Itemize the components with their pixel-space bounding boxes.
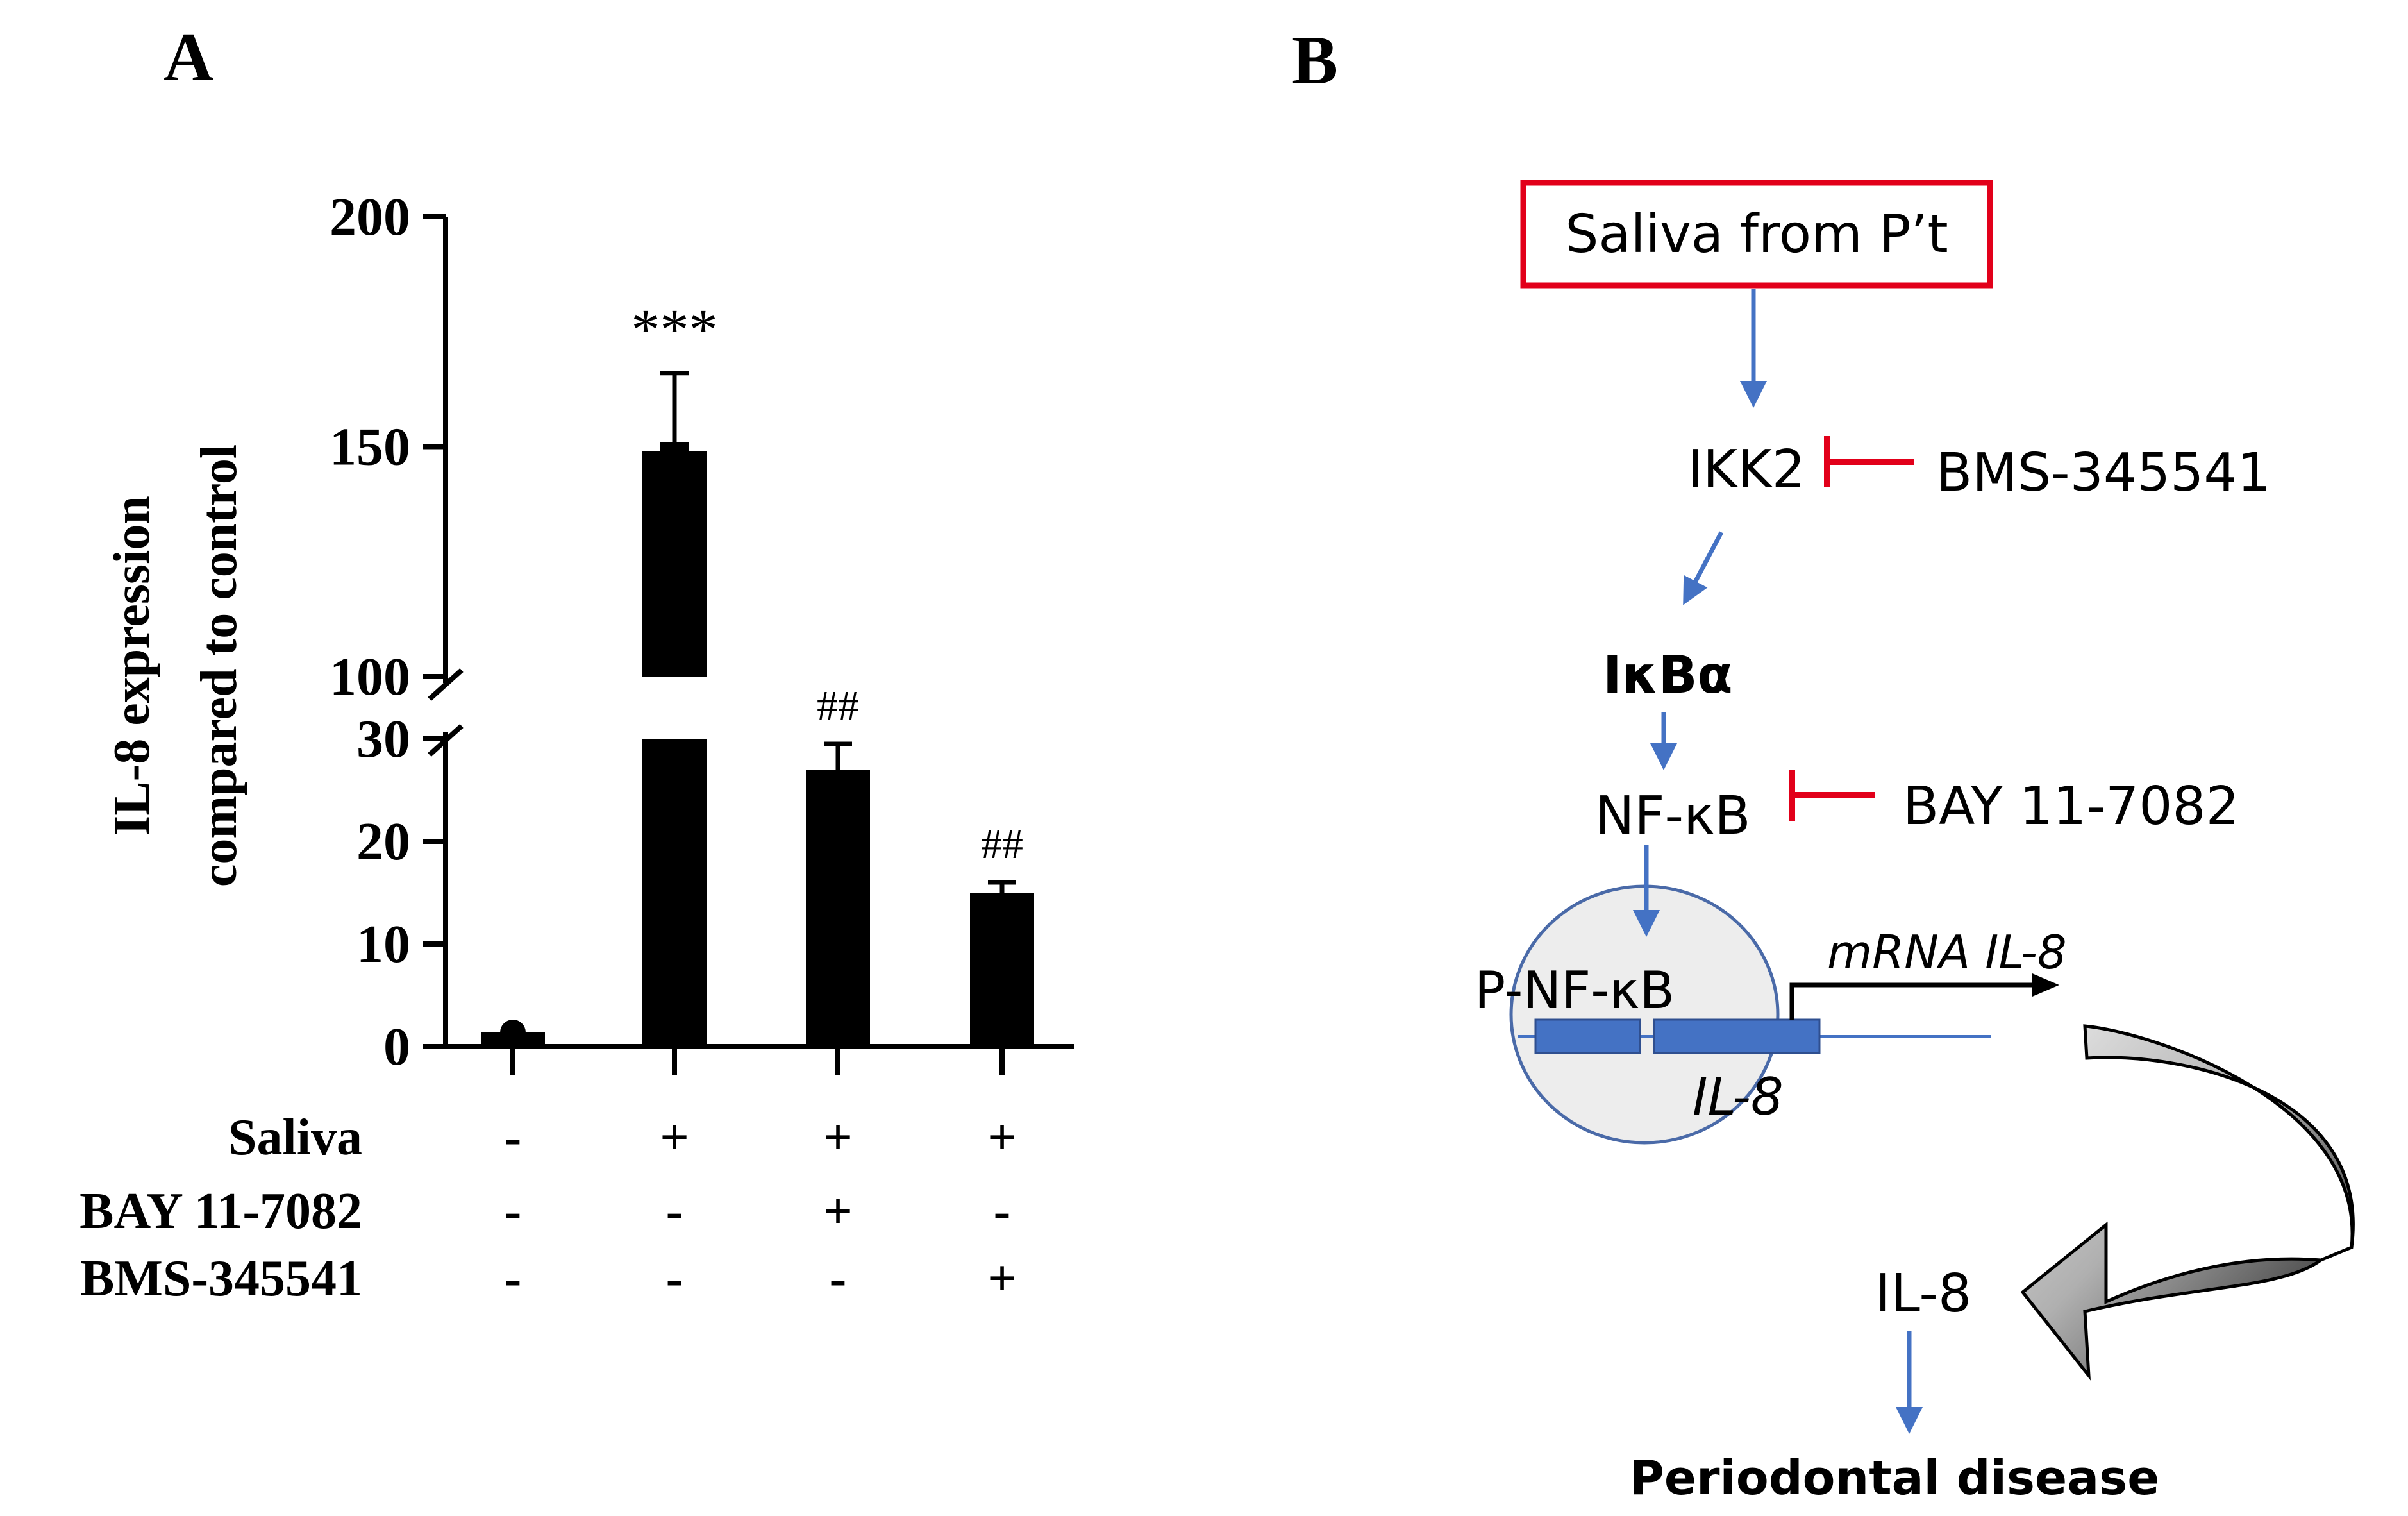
mrna-label: mRNA IL-8 <box>1827 925 2067 979</box>
treatment-sign-0-2: + <box>823 1109 853 1166</box>
significance-label-1: *** <box>631 298 718 362</box>
error-cap-lower-1 <box>660 442 689 453</box>
y-axis-title: IL-8 expression compared to control <box>104 444 247 887</box>
treatment-label-2: BMS-345541 <box>80 1251 362 1307</box>
ikk2-label: IKK2 <box>1687 439 1805 500</box>
treatment-sign-1-2: + <box>823 1183 853 1240</box>
y-tick-label-150: 150 <box>330 417 410 477</box>
treatment-label-1: BAY 11-7082 <box>79 1183 362 1240</box>
bar-0-point <box>500 1020 526 1045</box>
y-tick-label-100: 100 <box>330 647 410 707</box>
y-tick-label-200: 200 <box>330 187 410 247</box>
panel-a-label: A <box>163 19 213 96</box>
bar-1-lower <box>642 739 707 1047</box>
secretion-curved-arrow <box>2020 1024 2355 1381</box>
bms-inhibitor-label: BMS-345541 <box>1936 442 2271 503</box>
saliva-source-box <box>1520 180 1993 289</box>
gene-block-promoter <box>1534 1018 1641 1054</box>
transcription-arrow-head <box>2032 973 2059 997</box>
pnfkb-label: P-NF-κB <box>1475 961 1675 1020</box>
treatment-label-0: Saliva <box>228 1109 362 1166</box>
saliva-source-label: Saliva from P’t <box>1565 204 1948 265</box>
significance-label-3: ## <box>981 821 1023 868</box>
bay-inhibitor-label: BAY 11-7082 <box>1903 776 2239 837</box>
treatment-sign-0-1: + <box>660 1109 689 1166</box>
bar-1-upper <box>642 451 707 677</box>
periodontal-disease-label: Periodontal disease <box>1630 1451 2160 1506</box>
treatment-sign-1-1: - <box>666 1183 683 1240</box>
pathway-diagram: Saliva from P’t IKK2 BMS-345541 IκBα NF-… <box>1475 180 2355 1506</box>
y-tick-label-30: 30 <box>356 709 410 769</box>
treatment-sign-2-2: - <box>830 1251 847 1307</box>
axis-break-mark-upper <box>428 668 464 701</box>
treatment-sign-2-3: + <box>987 1251 1017 1307</box>
treatment-table: Saliva - + + + BAY 11-7082 - - + - BMS-345541 - - - + <box>79 1109 1017 1307</box>
significance-label-2: ## <box>817 682 859 729</box>
bar-3 <box>970 893 1034 1047</box>
treatment-sign-2-0: - <box>505 1251 522 1307</box>
treatment-sign-0-3: + <box>987 1109 1017 1166</box>
y-tick-label-10: 10 <box>356 914 410 974</box>
bar-2 <box>806 770 870 1047</box>
nfkb-label: NF-κB <box>1595 786 1751 846</box>
y-axis-title-line1: IL-8 expression <box>104 496 160 836</box>
ikba-label: IκBα <box>1603 645 1733 705</box>
y-tick-label-20: 20 <box>356 812 410 872</box>
panel-b-label: B <box>1292 22 1338 99</box>
treatment-sign-2-1: - <box>666 1251 683 1307</box>
gene-block-il8 <box>1653 1018 1821 1054</box>
treatment-sign-0-0: - <box>505 1109 522 1166</box>
treatment-sign-1-3: - <box>994 1183 1011 1240</box>
y-tick-label-0: 0 <box>383 1017 410 1077</box>
il8-gene-label: IL-8 <box>1693 1067 1784 1127</box>
y-axis-title-line2: compared to control <box>191 444 247 887</box>
treatment-sign-1-0: - <box>505 1183 522 1240</box>
transcription-arrow <box>1789 982 2036 1020</box>
arrow-ikk2-to-ikba <box>1683 531 1724 605</box>
il8-protein-label: IL-8 <box>1875 1263 1971 1324</box>
